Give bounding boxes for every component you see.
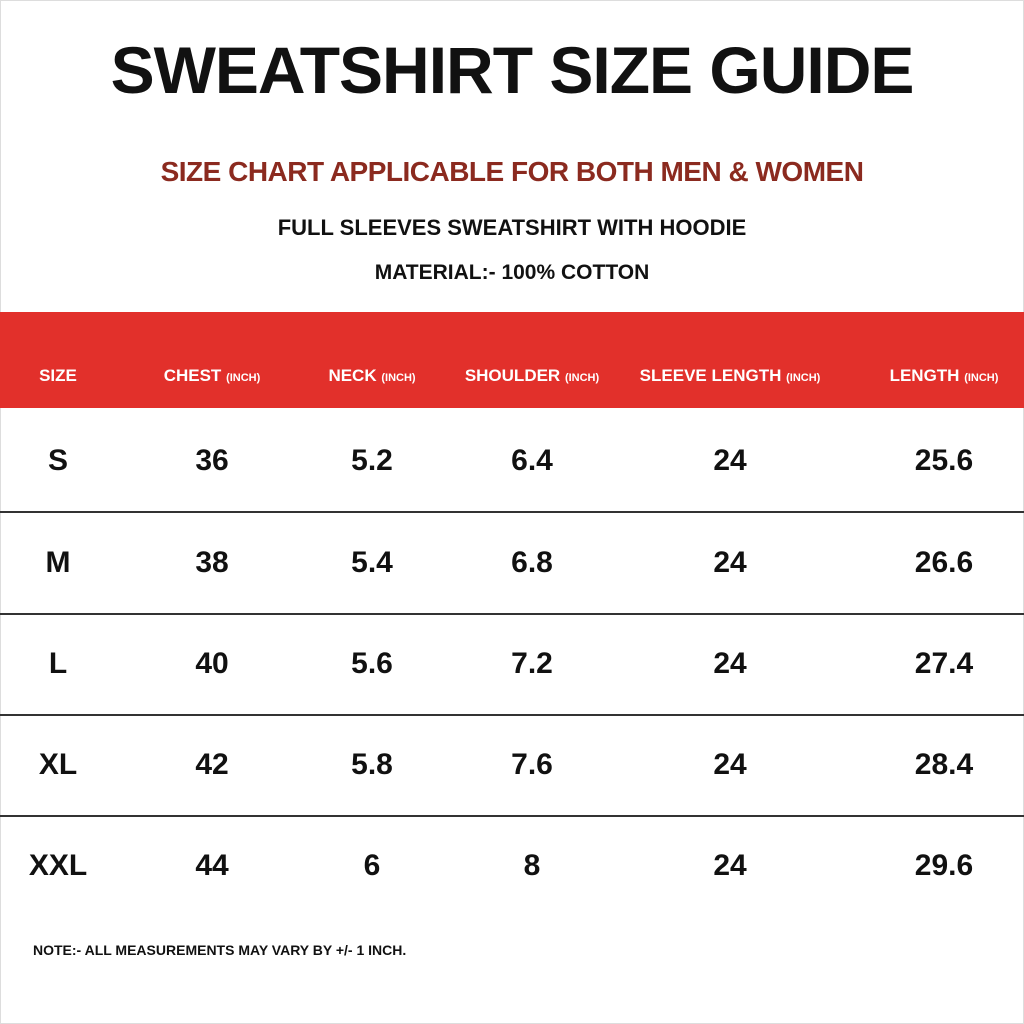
table-cell: S (47, 444, 68, 477)
row-divider (0, 714, 1024, 716)
row-divider (0, 613, 1024, 615)
table-cell: 5.4 (351, 546, 393, 579)
column-header: SHOULDER (INCH) (447, 352, 617, 400)
column-header: SIZE (8, 352, 108, 400)
table-cell: 26.6 (914, 546, 974, 579)
table-row: M 38 5.4 6.8 24 26.6 (0, 512, 1024, 614)
table-cell: 24 (713, 647, 747, 680)
table-row: XL 42 5.8 7.6 24 28.4 (0, 714, 1024, 816)
table-cell: M (45, 546, 71, 579)
table-cell: 24 (713, 748, 747, 781)
column-header: CHEST (INCH) (127, 352, 297, 400)
table-cell: 27.4 (914, 647, 974, 680)
table-cell: 25.6 (914, 444, 974, 477)
table-cell: 5.2 (351, 444, 393, 477)
header-label: CHEST (163, 366, 222, 385)
table-cell: 8 (523, 849, 541, 882)
table-cell: 6 (363, 849, 381, 882)
table-cell: 40 (195, 647, 229, 680)
table-cell: 6.8 (511, 546, 553, 579)
table-cell: 5.8 (351, 748, 393, 781)
table-cell: 42 (195, 748, 229, 781)
footnote: NOTE:- ALL MEASUREMENTS MAY VARY BY +/- … (33, 942, 407, 958)
table-header (0, 312, 1024, 408)
header-label: SHOULDER (464, 366, 561, 385)
header-label: NECK (328, 366, 377, 385)
table-cell: 7.2 (511, 647, 553, 680)
header-unit: (INCH) (786, 372, 821, 384)
column-header: LENGTH (INCH) (869, 352, 1019, 400)
table-cell: 38 (195, 546, 229, 579)
material-info: MATERIAL:- 100% COTTON (374, 261, 650, 284)
subtitle: SIZE CHART APPLICABLE FOR BOTH MEN & WOM… (160, 156, 864, 187)
table-cell: XXL (28, 849, 88, 882)
header-unit: (INCH) (564, 372, 600, 384)
table-cell: 24 (713, 444, 747, 477)
table-cell: 24 (713, 546, 747, 579)
page-title: SWEATSHIRT SIZE GUIDE (110, 33, 915, 107)
table-row: S 36 5.2 6.4 24 25.6 (0, 410, 1024, 512)
header-unit: (INCH) (964, 372, 999, 384)
table-cell: 5.6 (351, 647, 393, 680)
column-header: SLEEVE LENGTH (INCH) (625, 352, 835, 400)
table-cell: 24 (713, 849, 747, 882)
header-unit: (INCH) (226, 372, 261, 384)
table-cell: L (48, 647, 68, 680)
table-row: XXL 44 6 8 24 29.6 (0, 815, 1024, 917)
header-label: SIZE (39, 366, 77, 385)
table-cell: 28.4 (914, 748, 974, 781)
header-label: LENGTH (889, 366, 960, 385)
header-unit: (INCH) (381, 372, 416, 384)
row-divider (0, 511, 1024, 513)
header-label: SLEEVE LENGTH (639, 366, 782, 385)
product-description: FULL SLEEVES SWEATSHIRT WITH HOODIE (277, 215, 747, 240)
table-cell: 29.6 (914, 849, 974, 882)
table-row: L 40 5.6 7.2 24 27.4 (0, 613, 1024, 715)
row-divider (0, 815, 1024, 817)
table-cell: XL (38, 748, 78, 781)
table-cell: 44 (195, 849, 229, 882)
table-cell: 7.6 (511, 748, 553, 781)
table-cell: 6.4 (511, 444, 553, 477)
column-header: NECK (INCH) (297, 352, 447, 400)
table-cell: 36 (195, 444, 229, 477)
